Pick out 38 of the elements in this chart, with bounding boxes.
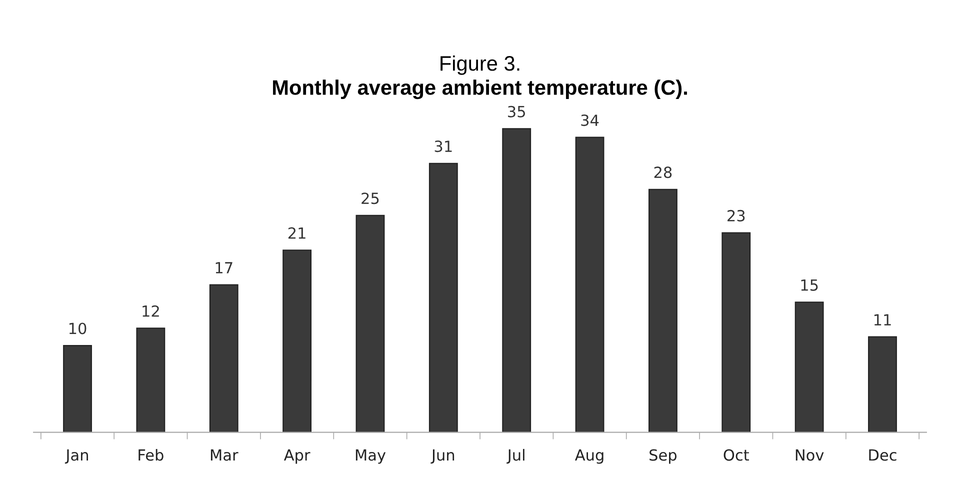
data-label: 28 [654,166,672,178]
bar [209,284,238,432]
bar [722,232,751,432]
x-tick-label: Nov [796,449,824,461]
data-label: 15 [801,280,818,291]
data-label: 10 [69,322,86,334]
x-tick-label: Feb [138,448,164,461]
bar [63,344,92,432]
bar [356,214,385,432]
bar [794,302,824,432]
data-label: 12 [142,305,159,317]
bar [575,136,604,432]
x-tick-label: Dec [869,449,896,461]
data-label: 21 [288,227,306,239]
x-tick-label: Apr [284,449,310,464]
chart-title: Figure 3. [440,55,520,75]
data-label: 35 [508,106,525,118]
bar [648,188,678,432]
x-tick-label: Aug [574,449,604,464]
x-tick-label: Jun [430,449,454,464]
data-label: 17 [216,262,232,274]
bar [136,328,166,432]
x-tick-label: May [356,449,386,464]
x-tick-label: Mar [210,449,238,461]
data-label: 25 [362,192,379,204]
x-tick-label: Sep [650,449,677,464]
data-label: 34 [581,114,599,126]
data-label: 23 [728,210,745,222]
x-tick-label: Jan [64,449,88,464]
bar [868,336,897,432]
bar [428,162,458,432]
x-tick-label: Oct [724,449,749,461]
data-label: 11 [874,314,891,326]
data-label: 31 [434,140,452,152]
bar [282,250,312,432]
chart-subtitle: Monthly average ambient temperature (C). [273,80,687,100]
x-tick-label: Jul [506,448,524,464]
bar [502,128,532,432]
